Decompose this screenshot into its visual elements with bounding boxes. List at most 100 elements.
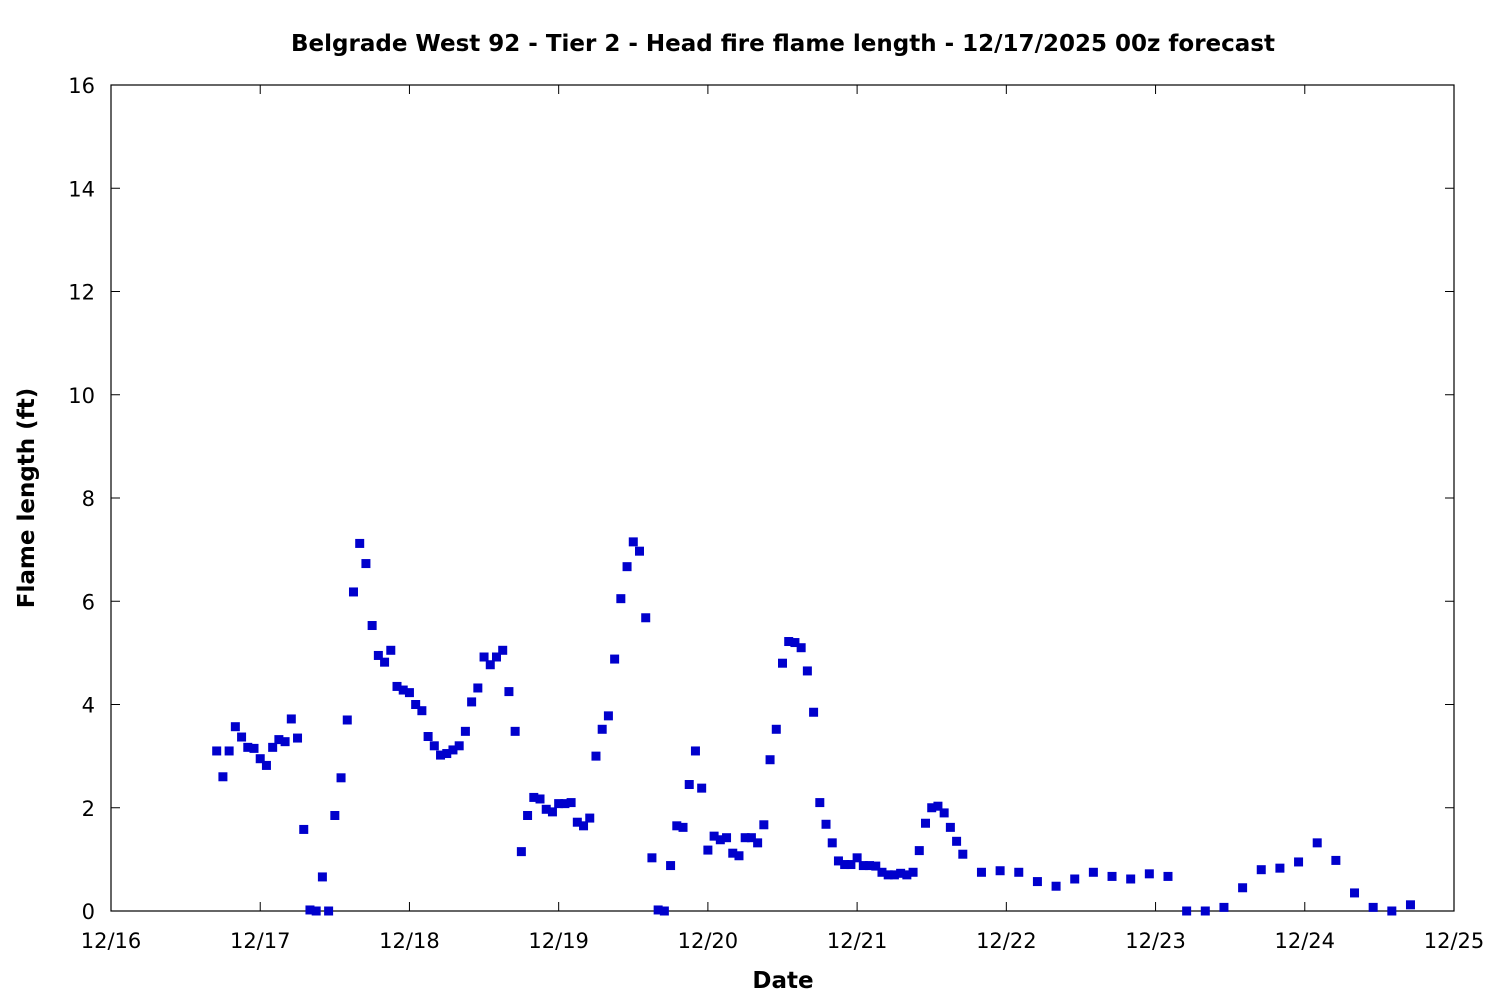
y-tick-label: 14 (68, 177, 95, 201)
data-point (591, 751, 601, 761)
data-point (597, 724, 607, 734)
data-point (404, 688, 414, 698)
data-point (659, 906, 669, 916)
data-point (765, 755, 775, 765)
data-point (1070, 874, 1080, 884)
data-point (212, 746, 222, 756)
data-point (255, 754, 265, 764)
data-point (398, 685, 408, 695)
data-point (523, 810, 533, 820)
y-axis-label: Flame length (ft) (14, 388, 40, 608)
y-tick-label: 16 (68, 74, 95, 98)
data-point (392, 681, 402, 691)
data-point (603, 711, 613, 721)
data-point (908, 867, 918, 877)
data-point (504, 687, 514, 697)
data-point (249, 743, 259, 753)
data-point (541, 804, 551, 814)
data-point (1368, 902, 1378, 912)
data-point (417, 706, 427, 716)
data-point (641, 613, 651, 623)
data-point (411, 700, 421, 709)
data-point (883, 870, 893, 880)
data-point (933, 801, 943, 811)
data-point (436, 750, 446, 760)
y-tick-label: 12 (68, 281, 95, 305)
chart-title: Belgrade West 92 - Tier 2 - Head fire fl… (291, 31, 1275, 57)
data-point (467, 697, 477, 707)
data-point (1275, 863, 1285, 873)
data-points (212, 537, 1415, 916)
data-point (1107, 871, 1117, 881)
data-point (529, 792, 539, 802)
data-point (1350, 888, 1360, 898)
data-point (510, 726, 520, 736)
data-point (958, 849, 968, 859)
y-tick-label: 0 (82, 900, 95, 924)
data-point (1331, 855, 1341, 865)
data-point (330, 810, 340, 820)
data-point (722, 833, 732, 843)
data-point (324, 906, 334, 916)
data-point (535, 794, 545, 804)
data-point (1051, 881, 1061, 891)
x-axis: 12/16 12/17 12/18 12/19 12/20 12/21 12/22 12/23… (81, 85, 1485, 953)
data-point (684, 780, 694, 790)
data-point (634, 546, 644, 556)
data-point (666, 861, 676, 871)
data-point (311, 906, 321, 916)
data-point (1126, 874, 1136, 884)
data-point (274, 735, 284, 745)
data-point (728, 848, 738, 858)
data-point (317, 872, 327, 882)
data-point (386, 645, 396, 655)
data-point (348, 587, 358, 597)
data-point (299, 824, 309, 834)
data-point (1219, 902, 1229, 912)
data-point (373, 650, 383, 660)
x-tick-label: 12/22 (976, 929, 1037, 953)
y-tick-label: 8 (82, 487, 95, 511)
x-tick-label: 12/25 (1424, 929, 1485, 953)
data-point (628, 537, 638, 547)
data-point (423, 732, 433, 742)
data-point (976, 867, 986, 877)
x-axis-label: Date (752, 968, 813, 994)
data-point (336, 773, 346, 783)
data-point (1088, 867, 1098, 877)
x-tick-label: 12/23 (1125, 929, 1186, 953)
data-point (790, 638, 800, 648)
data-point (218, 772, 228, 782)
data-point (921, 818, 931, 828)
data-point (796, 643, 806, 653)
data-point (585, 813, 595, 823)
data-point (647, 853, 657, 863)
data-point (293, 733, 303, 743)
data-point (1014, 867, 1024, 877)
data-point (896, 868, 906, 878)
data-point (1312, 838, 1322, 848)
data-point (952, 836, 962, 846)
data-point (846, 860, 856, 870)
data-point (491, 652, 501, 662)
data-point (945, 822, 955, 832)
y-tick-label: 6 (82, 590, 95, 614)
data-point (690, 746, 700, 756)
data-point (753, 838, 763, 848)
data-point (1238, 883, 1248, 893)
y-axis: 0 2 4 6 8 10 12 14 16 (68, 74, 1454, 924)
data-point (715, 835, 725, 845)
data-point (516, 847, 526, 857)
data-point (703, 845, 713, 855)
data-point (616, 594, 626, 604)
data-point (342, 715, 352, 725)
x-tick-label: 12/21 (827, 929, 888, 953)
data-point (1405, 900, 1415, 910)
plot-area-frame (110, 84, 1455, 912)
data-point (473, 683, 483, 693)
data-point (1163, 871, 1173, 881)
x-tick-label: 12/24 (1275, 929, 1336, 953)
data-point (778, 658, 787, 668)
data-point (554, 799, 564, 809)
